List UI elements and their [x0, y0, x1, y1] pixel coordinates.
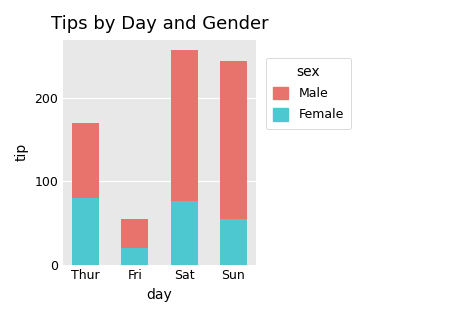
Bar — [121, 248, 148, 265]
Title: Tips by Day and Gender: Tips by Day and Gender — [51, 15, 268, 33]
Bar — [220, 219, 247, 265]
Bar — [121, 219, 148, 248]
Bar — [171, 50, 198, 201]
Bar — [72, 123, 99, 198]
X-axis label: day: day — [146, 288, 173, 302]
Bar — [171, 201, 198, 265]
Legend: Male, Female: Male, Female — [266, 58, 351, 129]
Bar — [72, 198, 99, 265]
Y-axis label: tip: tip — [15, 143, 29, 161]
Bar — [220, 61, 247, 219]
